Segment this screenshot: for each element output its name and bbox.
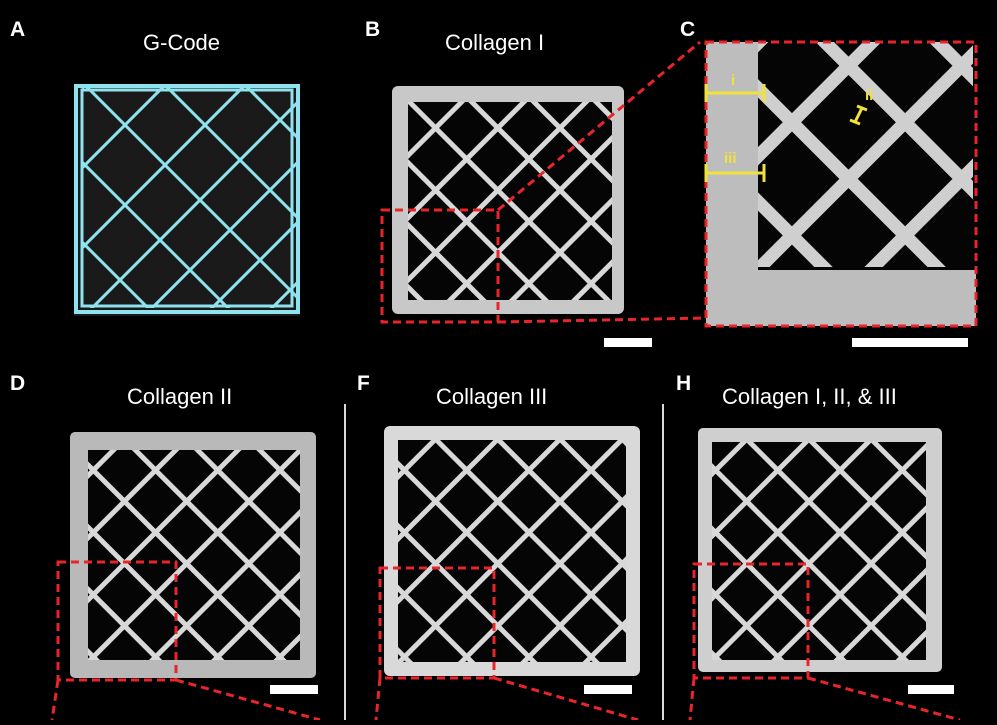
panel-label-f: F [357, 372, 370, 395]
panel-label-d: D [10, 372, 26, 395]
measure-label-iii: iii [724, 150, 737, 167]
inset-box-d [50, 560, 321, 722]
panel-title-f: Collagen III [436, 384, 548, 409]
scaffold-collagen-2 [70, 432, 316, 678]
scale-bar-c [852, 338, 968, 347]
panel-label-a: A [10, 18, 26, 41]
scaffold-zoom-detail [704, 40, 978, 328]
scaffold-collagen-mix [698, 428, 942, 672]
measure-markers [704, 84, 868, 182]
measure-label-ii: ii [865, 87, 874, 104]
panel-title-d: Collagen II [127, 384, 233, 409]
scaffold-collagen-3 [384, 426, 640, 676]
scale-bar-d [270, 685, 318, 694]
divider-right [662, 404, 664, 720]
measure-label-i: i [731, 72, 736, 89]
panel-label-c: C [680, 18, 696, 41]
scale-bar-h [908, 685, 954, 694]
gcode-scaffold [74, 84, 300, 316]
panel-label-b: B [365, 18, 381, 41]
panel-title-b: Collagen I [445, 30, 545, 55]
scale-bar-f [584, 685, 632, 694]
panel-title-a: G-Code [143, 30, 221, 55]
inset-box-b [380, 40, 709, 324]
panel-label-h: H [676, 372, 692, 395]
divider-left [344, 404, 346, 720]
inset-box-h [688, 562, 961, 722]
panel-title-h: Collagen I, II, & III [722, 384, 897, 409]
scale-bar-b [604, 338, 652, 347]
inset-box-f [374, 566, 639, 722]
